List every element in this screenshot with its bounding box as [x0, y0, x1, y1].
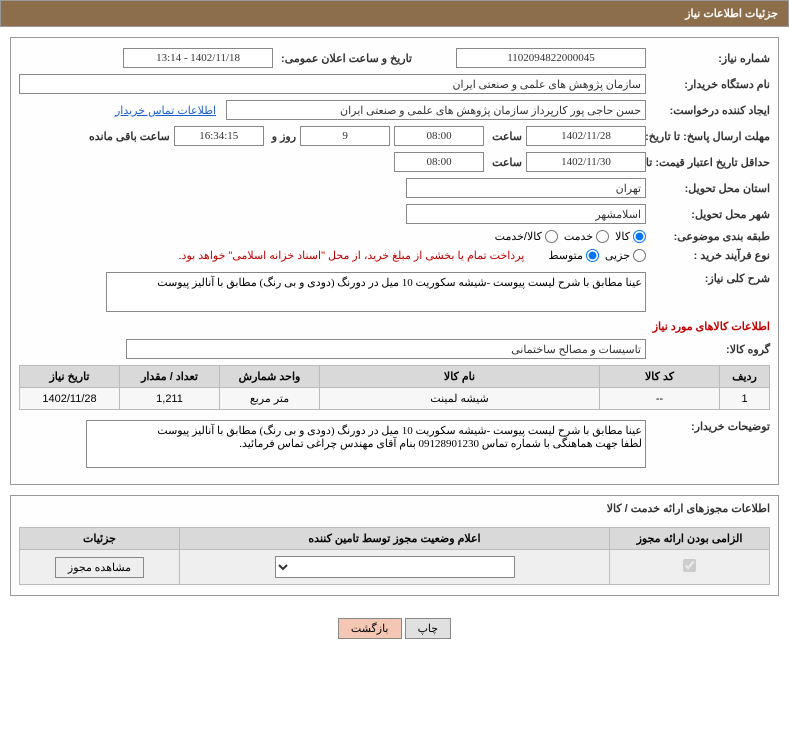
need-no-label: شماره نیاز:	[650, 52, 770, 65]
proc-radio-minor[interactable]	[633, 249, 646, 262]
items-subheader: اطلاعات کالاهای مورد نیاز	[19, 320, 770, 333]
city-field[interactable]	[406, 204, 646, 224]
buyer-org-label: نام دستگاه خریدار:	[650, 78, 770, 91]
view-permit-button[interactable]: مشاهده مجوز	[55, 557, 144, 578]
cell-qty: 1,211	[120, 388, 220, 410]
col-code: کد کالا	[600, 366, 720, 388]
col-unit: واحد شمارش	[220, 366, 320, 388]
cat-label-goods: کالا	[615, 230, 630, 243]
cell-code: --	[600, 388, 720, 410]
proc-radio-group: جزیی متوسط	[548, 249, 646, 262]
mandatory-checkbox	[683, 559, 696, 572]
buyer-org-field[interactable]	[19, 74, 646, 94]
time-label-1: ساعت	[488, 130, 522, 143]
cat-opt-goods[interactable]: کالا	[615, 230, 646, 243]
perm-col-status: اعلام وضعیت مجوز توسط تامین کننده	[180, 528, 610, 550]
perm-col-details: جزئیات	[20, 528, 180, 550]
buyer-contact-link[interactable]: اطلاعات تماس خریدار	[115, 104, 216, 117]
days-field[interactable]	[300, 126, 390, 146]
permits-row: مشاهده مجوز	[20, 550, 770, 585]
cat-opt-both[interactable]: کالا/خدمت	[495, 230, 558, 243]
items-table: ردیف کد کالا نام کالا واحد شمارش تعداد /…	[19, 365, 770, 410]
page-title: جزئیات اطلاعات نیاز	[685, 8, 778, 20]
deadline-date-field[interactable]	[526, 126, 646, 146]
buyer-note-textarea[interactable]	[86, 420, 646, 468]
province-field[interactable]	[406, 178, 646, 198]
proc-label-minor: جزیی	[605, 249, 630, 262]
deadline-time-field[interactable]	[394, 126, 484, 146]
perm-mandatory-cell	[610, 550, 770, 585]
permits-header-row: الزامی بودن ارائه مجوز اعلام وضعیت مجوز …	[20, 528, 770, 550]
group-label: گروه کالا:	[650, 343, 770, 356]
cell-date: 1402/11/28	[20, 388, 120, 410]
announce-label: تاریخ و ساعت اعلان عمومی:	[277, 52, 412, 65]
col-name: نام کالا	[320, 366, 600, 388]
countdown-field[interactable]	[174, 126, 264, 146]
need-no-field[interactable]	[456, 48, 646, 68]
cat-opt-service[interactable]: خدمت	[564, 230, 609, 243]
province-label: استان محل تحویل:	[650, 182, 770, 195]
print-button[interactable]: چاپ	[405, 618, 452, 639]
cat-label-both: کالا/خدمت	[495, 230, 542, 243]
time-label-2: ساعت	[488, 156, 522, 169]
remain-label: ساعت باقی مانده	[85, 130, 170, 143]
cat-radio-service[interactable]	[596, 230, 609, 243]
city-label: شهر محل تحویل:	[650, 208, 770, 221]
category-label: طبقه بندی موضوعی:	[650, 230, 770, 243]
proc-label-medium: متوسط	[548, 249, 583, 262]
category-radio-group: کالا خدمت کالا/خدمت	[495, 230, 646, 243]
valid-label: حداقل تاریخ اعتبار قیمت: تا تاریخ:	[650, 156, 770, 169]
proc-opt-medium[interactable]: متوسط	[548, 249, 599, 262]
buyer-note-label: توضیحات خریدار:	[650, 420, 770, 433]
status-select[interactable]	[275, 556, 515, 578]
desc-label: شرح کلی نیاز:	[650, 272, 770, 285]
items-header-row: ردیف کد کالا نام کالا واحد شمارش تعداد /…	[20, 366, 770, 388]
cat-radio-goods[interactable]	[633, 230, 646, 243]
proc-label: نوع فرآیند خرید :	[650, 249, 770, 262]
table-row: 1 -- شیشه لمینت متر مربع 1,211 1402/11/2…	[20, 388, 770, 410]
requester-field[interactable]	[226, 100, 646, 120]
cell-name: شیشه لمینت	[320, 388, 600, 410]
back-button[interactable]: بازگشت	[338, 618, 402, 639]
treasury-note: پرداخت تمام یا بخشی از مبلغ خرید، از محل…	[179, 249, 525, 262]
days-after-label: روز و	[268, 130, 296, 143]
perm-status-cell	[180, 550, 610, 585]
page-header: جزئیات اطلاعات نیاز	[0, 0, 789, 27]
cat-label-service: خدمت	[564, 230, 593, 243]
group-field[interactable]	[126, 339, 646, 359]
col-row: ردیف	[720, 366, 770, 388]
permits-title: اطلاعات مجوزهای ارائه خدمت / کالا	[19, 502, 770, 515]
cell-unit: متر مربع	[220, 388, 320, 410]
cell-row: 1	[720, 388, 770, 410]
announce-field[interactable]	[123, 48, 273, 68]
footer-buttons: چاپ بازگشت	[0, 606, 789, 651]
permits-table: الزامی بودن ارائه مجوز اعلام وضعیت مجوز …	[19, 527, 770, 585]
col-date: تاریخ نیاز	[20, 366, 120, 388]
deadline-label: مهلت ارسال پاسخ: تا تاریخ:	[650, 130, 770, 143]
main-form-section: شماره نیاز: تاریخ و ساعت اعلان عمومی: نا…	[10, 37, 779, 485]
col-qty: تعداد / مقدار	[120, 366, 220, 388]
desc-textarea[interactable]	[106, 272, 646, 312]
cat-radio-both[interactable]	[545, 230, 558, 243]
requester-label: ایجاد کننده درخواست:	[650, 104, 770, 117]
valid-date-field[interactable]	[526, 152, 646, 172]
perm-details-cell: مشاهده مجوز	[20, 550, 180, 585]
valid-time-field[interactable]	[394, 152, 484, 172]
permits-section: اطلاعات مجوزهای ارائه خدمت / کالا الزامی…	[10, 495, 779, 596]
perm-col-mandatory: الزامی بودن ارائه مجوز	[610, 528, 770, 550]
proc-opt-minor[interactable]: جزیی	[605, 249, 646, 262]
proc-radio-medium[interactable]	[586, 249, 599, 262]
